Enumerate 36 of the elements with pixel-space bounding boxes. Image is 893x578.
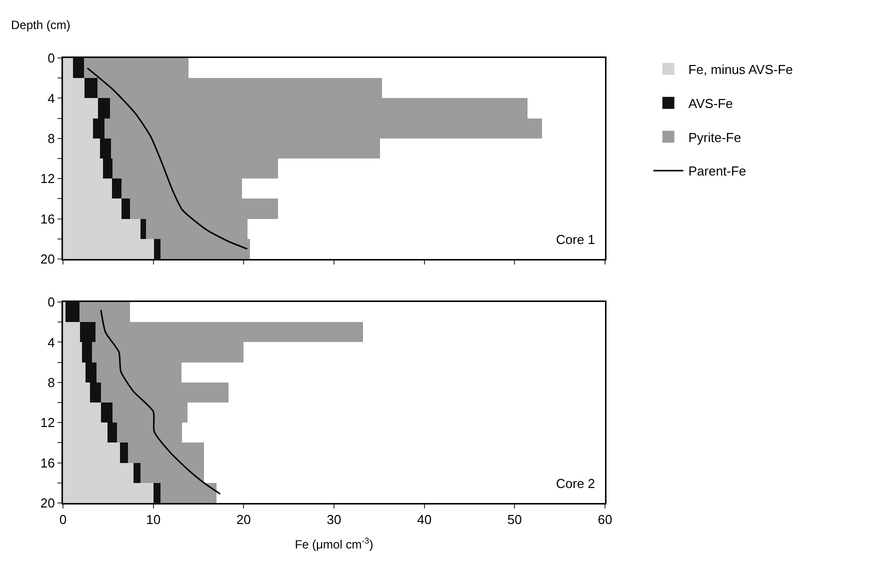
bar [66,302,80,322]
bar [153,482,161,503]
y-tick-label: 20 [40,496,55,511]
legend-label: AVS-Fe [688,96,733,111]
y-tick-label: 8 [48,374,55,390]
y-axis-title: Depth (cm) [11,18,70,32]
x-axis-title: Fe (μmol cm$^{-3}$) [294,536,374,552]
bar [122,198,130,219]
y-tick-label: 0 [48,50,55,66]
legend-label: Fe, minus AVS-Fe [688,62,793,77]
bar [133,462,141,483]
legend-label: Pyrite-Fe [688,130,742,145]
y-tick-label: 12 [40,415,55,430]
annotation: Core 2 [556,476,596,491]
x-tick-label: 60 [598,512,612,528]
x-tick-label: 50 [507,512,522,528]
y-tick-label: 12 [40,171,55,186]
y-tick-label: 4 [48,334,55,350]
y-tick-label: 16 [40,211,55,226]
legend-label: Parent-Fe [688,164,746,179]
bar [72,58,84,78]
bar [154,238,161,259]
y-tick-label: 20 [40,252,55,267]
y-tick-label: 16 [40,455,55,470]
bar [84,78,98,98]
x-tick-label: 20 [236,512,251,528]
y-tick-label: 8 [48,130,55,146]
x-tick-label: 10 [146,512,161,528]
y-tick-label: 4 [48,90,55,106]
bar [120,442,128,463]
x-tick-label: 0 [59,512,67,528]
x-tick-label: 30 [326,512,342,528]
bar [140,218,146,239]
y-tick-label: 0 [48,294,55,310]
x-tick-label: 40 [417,512,432,528]
annotation: Core 1 [556,232,596,247]
